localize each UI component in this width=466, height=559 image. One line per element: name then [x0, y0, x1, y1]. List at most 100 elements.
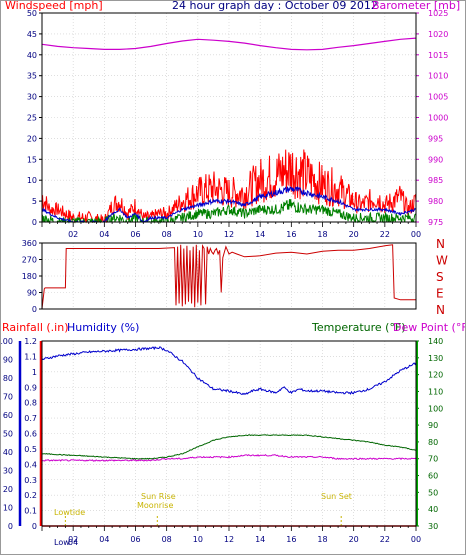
baro-axis-title: Barometer [mb]: [372, 0, 460, 12]
wind-x-tick-label: 06: [130, 230, 140, 239]
dir-compass-label: N: [436, 303, 445, 317]
temp-tick-label: 90: [428, 421, 438, 430]
temp-tick-label: 60: [428, 472, 438, 481]
baro-tick-label: 1000: [428, 114, 448, 123]
direction-line: [41, 244, 416, 310]
temp-tick-label: 40: [428, 505, 438, 514]
wind-tick-label: 40: [27, 51, 37, 60]
wind-x-tick-label: 04: [99, 230, 109, 239]
wind-tick-label: 10: [27, 176, 37, 185]
wind-x-tick-label: 08: [162, 230, 172, 239]
temp-x-tick-label: 00: [411, 535, 421, 544]
wind-tick-label: 35: [27, 72, 37, 81]
rain-tick-label: 0.9: [24, 383, 37, 392]
temp-tick-label: 80: [428, 438, 438, 447]
baro-tick-label: 1010: [428, 72, 448, 81]
wind-x-tick-label: 00: [411, 230, 421, 239]
baro-tick-label: 995: [428, 134, 443, 143]
rain-tick-label: 0.4: [24, 460, 37, 469]
dir-tick-label: 90: [27, 289, 37, 298]
hum-tick-label: 60: [3, 411, 13, 420]
temp-x-tick-label: 12: [224, 535, 234, 544]
wind-tick-label: 0: [32, 218, 37, 227]
temp-x-tick-label: 08: [162, 535, 172, 544]
hum-tick-label: 0: [8, 522, 13, 531]
temp-panel-frame: [41, 340, 417, 527]
wind-x-tick-label: 14: [255, 230, 265, 239]
wind-axis-title: Windspeed [mph]: [5, 0, 103, 12]
baro-line: [41, 37, 417, 51]
wind-tick-label: 15: [27, 155, 37, 164]
rain-tick-label: 0.7: [24, 414, 37, 423]
baro-tick-label: 980: [428, 197, 443, 206]
baro-tick-label: 1020: [428, 30, 448, 39]
wind-tick-label: 25: [27, 114, 37, 123]
temp-x-tick-label: 02: [68, 535, 78, 544]
wind-x-tick-label: 10: [193, 230, 203, 239]
temp-tick-label: 50: [428, 488, 438, 497]
rain-tick-label: 0.5: [24, 445, 37, 454]
temp-x-tick-label: 22: [380, 535, 390, 544]
temp-x-tick-label: 18: [317, 535, 327, 544]
wind-panel-frame: [41, 12, 417, 223]
wind-tick-label: 30: [27, 93, 37, 102]
hum-tick-label: 90: [3, 356, 13, 365]
dir-compass-label: S: [436, 270, 444, 284]
temp-tick-label: 140: [428, 337, 443, 346]
rain-tick-label: 0.8: [24, 399, 37, 408]
bottom-04-label: 04: [68, 538, 78, 547]
wind-x-tick-label: 20: [349, 230, 359, 239]
temp-x-tick-label: 10: [193, 535, 203, 544]
hum-tick-label: 10: [3, 504, 13, 513]
temp-x-tick-label: 16: [286, 535, 296, 544]
wind-tick-label: 20: [27, 134, 37, 143]
lowtide-label-1: Lowtide: [54, 508, 85, 517]
rain-tick-label: 0.6: [24, 430, 37, 439]
wind-x-tick-label: 02: [68, 230, 78, 239]
hum-tick-label: 20: [3, 485, 13, 494]
baro-tick-label: 1015: [428, 51, 448, 60]
rain-tick-label: 0.3: [24, 476, 37, 485]
direction-panel-frame: [41, 242, 417, 310]
dir-tick-label: 0: [32, 305, 37, 314]
rain-tick-label: 0: [32, 522, 37, 531]
hum-tick-label: 50: [3, 430, 13, 439]
baro-tick-label: 975: [428, 218, 443, 227]
rain-axis-title: Rainfall (.in): [2, 321, 69, 334]
hum-tick-label: 80: [3, 374, 13, 383]
baro-tick-label: 1005: [428, 93, 448, 102]
temp-x-tick-label: 20: [349, 535, 359, 544]
wind-tick-label: 45: [27, 30, 37, 39]
baro-tick-label: 990: [428, 155, 443, 164]
wind-x-tick-label: 16: [286, 230, 296, 239]
temp-x-tick-label: 04: [99, 535, 109, 544]
dewpoint-line: [41, 454, 417, 462]
sunset-label: Sun Set: [321, 492, 352, 501]
dir-tick-label: 360: [22, 239, 37, 248]
temp-x-tick-label: 14: [255, 535, 265, 544]
hum-tick-label: 70: [3, 393, 13, 402]
chart-title: 24 hour graph day : October 09 2012: [172, 0, 378, 12]
temp-tick-label: 130: [428, 354, 443, 363]
humidity-line: [41, 346, 417, 396]
dir-tick-label: 180: [22, 272, 37, 281]
hum-tick-label: 30: [3, 467, 13, 476]
baro-tick-label: 1025: [428, 9, 448, 18]
hum-axis-title: Humidity (%): [67, 321, 139, 334]
wind-tick-label: 50: [27, 9, 37, 18]
bottom-low-label: Low: [54, 538, 70, 547]
baro-tick-label: 985: [428, 176, 443, 185]
dir-compass-label: W: [436, 254, 448, 268]
dew-axis-title: Dew Point (°F): [393, 321, 466, 334]
temperature-line: [42, 434, 416, 460]
rain-tick-label: 0.1: [24, 507, 37, 516]
temp-tick-label: 30: [428, 522, 438, 531]
dir-tick-label: 270: [22, 256, 37, 265]
temp-axis-title: Temperature (°F): [311, 321, 406, 334]
wind-tick-label: 5: [32, 197, 37, 206]
temp-x-tick-label: 06: [130, 535, 140, 544]
wind-x-tick-label: 22: [380, 230, 390, 239]
rain-tick-label: 0.2: [24, 491, 37, 500]
temp-tick-label: 70: [428, 455, 438, 464]
